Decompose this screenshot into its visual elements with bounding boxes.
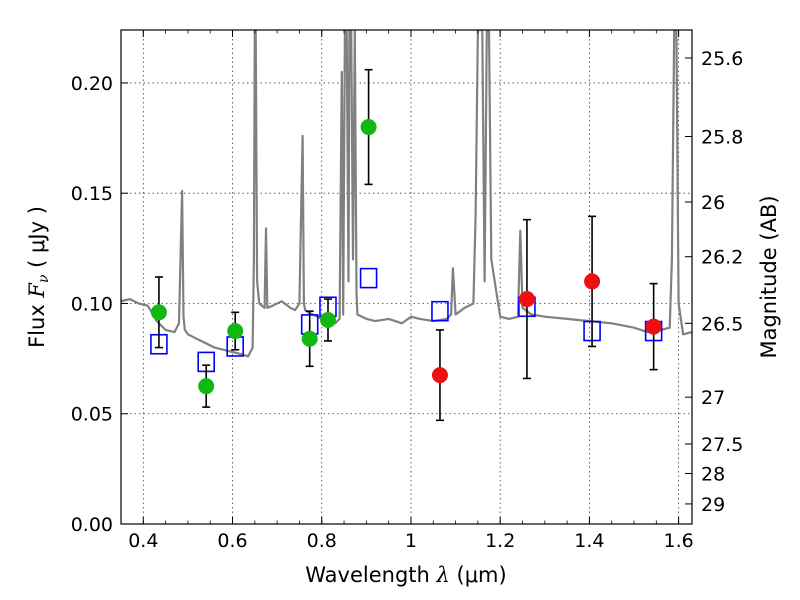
y2-tick-label: 26.5: [701, 313, 743, 335]
plot-frame: [120, 29, 693, 525]
y-axis-label: Flux Fν ( μJy ): [25, 206, 52, 348]
y2-tick-label: 27: [701, 387, 725, 409]
x-tick-label: 1.2: [485, 530, 515, 552]
optical-data-point: [301, 330, 318, 347]
optical-data-point: [227, 323, 244, 340]
y-tick-label: 0.10: [71, 293, 113, 315]
optical-data-point: [319, 312, 336, 329]
x-axis-label: Wavelength λ (μm): [305, 563, 506, 587]
x-tick-label: 0.8: [307, 530, 337, 552]
optical-data-point: [198, 378, 215, 395]
y2-tick-label: 26: [701, 192, 725, 214]
x-tick-label: 0.4: [128, 530, 158, 552]
y-tick-label: 0.20: [71, 73, 113, 95]
nir-data-point: [584, 273, 601, 290]
y2-tick-label: 29: [701, 494, 725, 516]
axis-ticks: 0.4 0.6 0.8 1 1.2 1.4 1.6 0.00 0.05 0.10 0.15 0.20 2…: [71, 30, 743, 552]
model-band-square: [359, 267, 378, 289]
y-tick-label: 0.00: [71, 514, 113, 536]
y-tick-label: 0.05: [71, 404, 113, 426]
y2-axis-label: Magnitude (AB): [757, 195, 781, 358]
y2-tick-label: 27.5: [701, 434, 743, 456]
optical-data-point: [360, 119, 377, 136]
y2-tick-label: 25.6: [701, 48, 743, 70]
model-band-square: [431, 300, 449, 322]
nir-data-point: [431, 367, 448, 384]
y-tick-label: 0.15: [71, 183, 113, 205]
y2-tick-label: 25.8: [701, 127, 743, 149]
y2-tick-label: 26.2: [701, 247, 743, 269]
nir-data-point: [518, 291, 535, 308]
x-tick-label: 1: [405, 530, 417, 552]
plot-area: [121, 30, 692, 422]
optical-data-point: [150, 304, 167, 321]
x-tick-label: 1.4: [574, 530, 604, 552]
x-tick-label: 1.6: [664, 530, 694, 552]
nir-data-point: [645, 318, 662, 335]
x-tick-label: 0.6: [217, 530, 247, 552]
y2-tick-label: 28: [701, 463, 725, 485]
